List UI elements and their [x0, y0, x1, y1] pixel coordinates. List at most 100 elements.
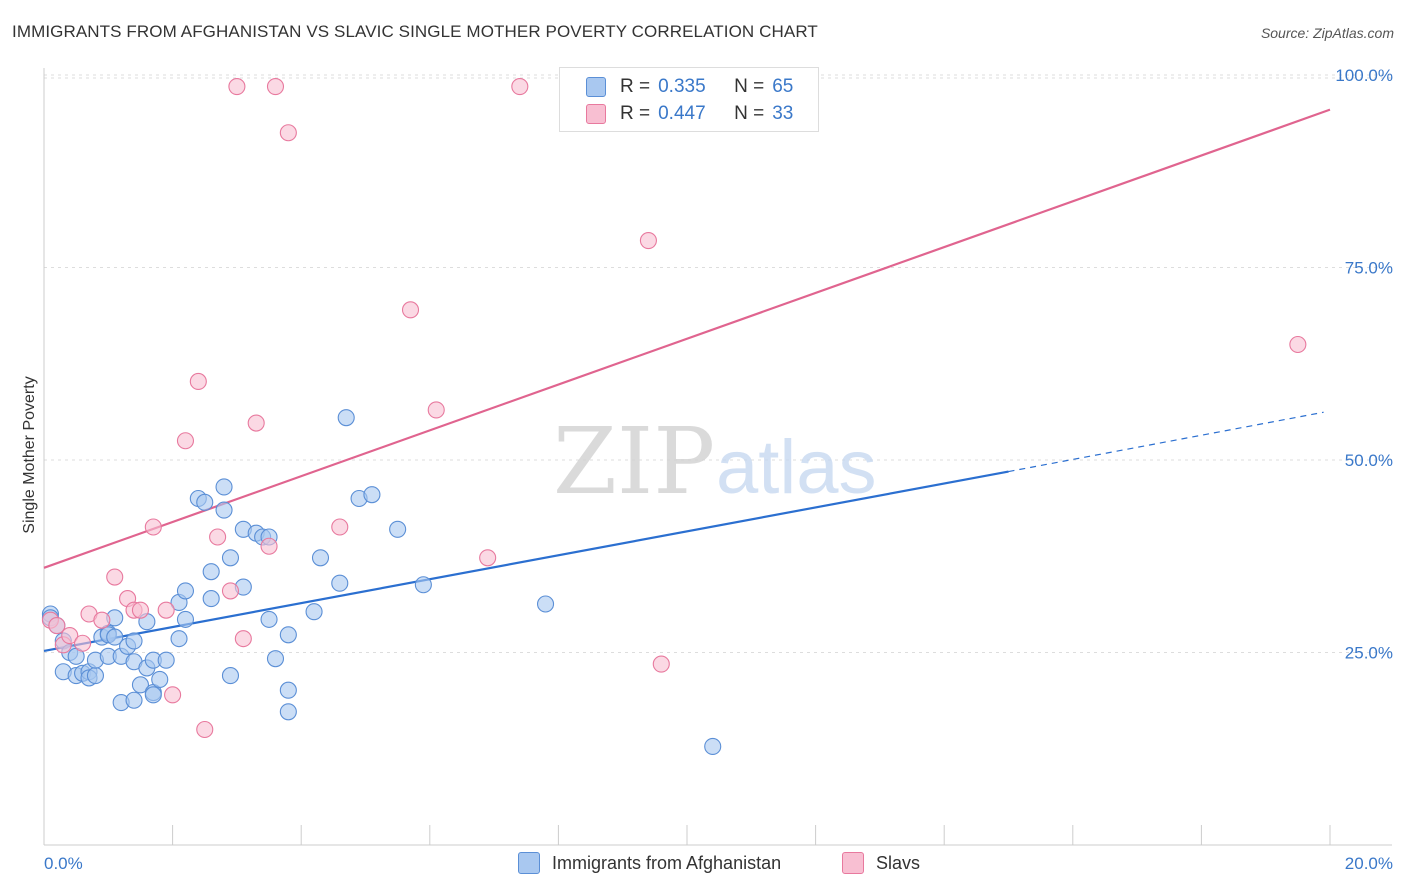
point-afghanistan — [305, 603, 323, 621]
point-slavs — [479, 549, 497, 567]
point-afghanistan — [337, 409, 355, 427]
point-afghanistan — [125, 691, 143, 709]
point-afghanistan — [389, 520, 407, 538]
legend-n-label: N = — [734, 76, 765, 97]
point-slavs — [93, 611, 111, 629]
point-afghanistan — [176, 610, 195, 628]
point-afghanistan — [363, 486, 381, 504]
point-slavs — [401, 301, 420, 319]
point-afghanistan — [221, 549, 240, 567]
chart-title: IMMIGRANTS FROM AFGHANISTAN VS SLAVIC SI… — [12, 22, 818, 41]
point-slavs — [228, 78, 246, 96]
point-slavs — [144, 518, 162, 536]
y-tick-label: 25.0% — [1345, 644, 1393, 663]
source-label: Source: ZipAtlas.com — [1260, 25, 1394, 41]
point-afghanistan — [157, 651, 175, 669]
legend-r-label: R = — [620, 103, 651, 124]
point-afghanistan — [151, 670, 169, 689]
point-slavs — [652, 655, 670, 673]
point-afghanistan — [106, 628, 124, 646]
point-afghanistan — [144, 686, 162, 704]
legend-swatch-slavs — [586, 104, 606, 124]
point-afghanistan — [196, 493, 214, 511]
point-slavs — [511, 78, 529, 96]
point-slavs — [247, 414, 265, 432]
legend-row-afghanistan: R = 0.335 N = 65 — [586, 75, 793, 99]
point-slavs — [260, 537, 278, 555]
point-slavs — [48, 616, 66, 635]
trend-line-afghanistan — [43, 470, 1009, 653]
legend-r-label: R = — [620, 76, 651, 97]
point-afghanistan — [125, 632, 143, 650]
point-afghanistan — [170, 630, 188, 648]
legend-n-label: N = — [734, 103, 765, 124]
axis-labels: 25.0% 50.0% 75.0% 100.0% 0.0% 20.0% Single Mot… — [21, 66, 1393, 873]
point-slavs — [266, 78, 285, 96]
point-afghanistan — [215, 478, 233, 496]
point-slavs — [196, 720, 214, 739]
legend-n-value: 65 — [772, 76, 794, 97]
point-afghanistan — [131, 676, 149, 694]
watermark-zip: ZIP — [553, 408, 715, 515]
point-afghanistan — [279, 626, 297, 644]
legend-label-afghanistan: Immigrants from Afghanistan — [552, 852, 782, 873]
x-tick-label: 0.0% — [44, 854, 83, 873]
legend-swatch-afghanistan — [518, 852, 540, 874]
point-slavs — [157, 601, 175, 619]
point-afghanistan — [704, 737, 722, 755]
point-afghanistan — [202, 563, 220, 581]
point-slavs — [221, 582, 240, 600]
point-slavs — [234, 630, 252, 648]
point-slavs — [74, 634, 92, 652]
point-afghanistan — [414, 576, 432, 594]
trend-line-slavs — [43, 108, 1331, 569]
point-slavs — [1289, 335, 1307, 354]
point-slavs — [106, 568, 124, 586]
y-axis-label: Single Mother Poverty — [21, 376, 38, 533]
correlation-legend: R = 0.335 N = 65 R = 0.447 N = 33 — [559, 67, 819, 132]
point-slavs — [164, 686, 182, 704]
point-slavs — [427, 401, 445, 419]
point-slavs — [279, 124, 297, 142]
y-tick-label: 100.0% — [1335, 66, 1393, 85]
point-slavs — [131, 601, 149, 619]
legend-item-slavs[interactable]: Slavs — [842, 852, 920, 874]
point-afghanistan — [536, 595, 555, 613]
legend-swatch-slavs — [842, 852, 864, 874]
legend-row-slavs: R = 0.447 N = 33 — [586, 102, 793, 126]
point-afghanistan — [202, 590, 220, 608]
point-afghanistan — [279, 681, 297, 699]
y-tick-label: 50.0% — [1345, 451, 1393, 470]
point-afghanistan — [311, 549, 330, 567]
watermark-atlas: atlas — [716, 425, 877, 510]
legend-item-afghanistan[interactable]: Immigrants from Afghanistan — [518, 852, 781, 874]
x-tick-label: 20.0% — [1345, 854, 1393, 873]
axes — [43, 68, 1392, 846]
point-afghanistan — [279, 703, 297, 721]
point-afghanistan — [215, 501, 233, 519]
data-points — [41, 78, 1307, 755]
point-afghanistan — [176, 582, 195, 600]
point-slavs — [61, 627, 79, 645]
point-afghanistan — [221, 667, 240, 685]
point-slavs — [209, 528, 227, 546]
point-afghanistan — [260, 610, 278, 628]
trend-extension-afghanistan — [1008, 411, 1324, 473]
point-slavs — [639, 232, 657, 250]
legend-swatch-afghanistan — [586, 77, 606, 97]
point-slavs — [331, 518, 349, 536]
point-afghanistan — [86, 667, 104, 685]
y-tick-label: 75.0% — [1345, 259, 1393, 278]
legend-n-value: 33 — [772, 103, 794, 124]
legend-r-value: 0.335 — [658, 76, 706, 97]
point-afghanistan — [331, 574, 349, 592]
series-legend: Immigrants from Afghanistan Slavs — [0, 852, 1406, 876]
trend-lines — [43, 108, 1331, 653]
grid-lines — [44, 74, 1392, 653]
legend-r-value: 0.447 — [658, 103, 706, 124]
legend-label-slavs: Slavs — [876, 852, 921, 873]
point-afghanistan — [266, 650, 285, 668]
point-slavs — [176, 432, 195, 450]
point-slavs — [189, 372, 207, 391]
